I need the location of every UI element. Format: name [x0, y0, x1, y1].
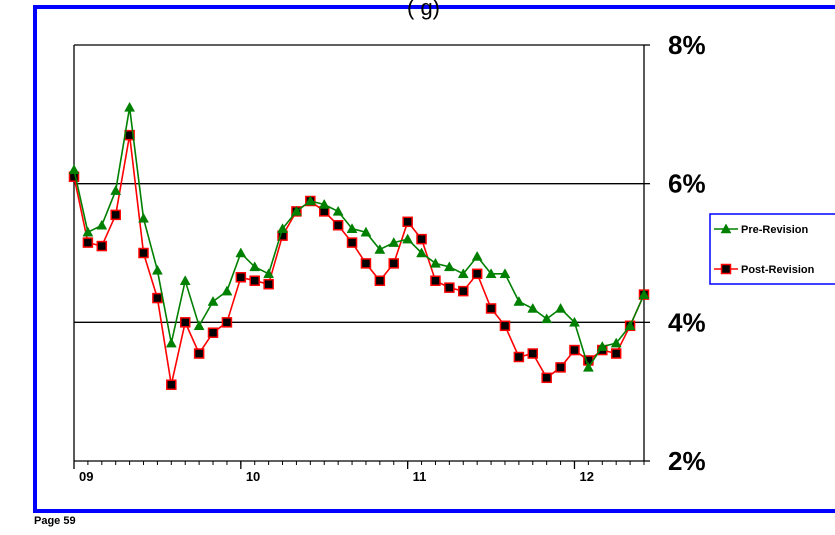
data-point	[499, 320, 511, 332]
legend: Pre-Revision Post-Revision	[709, 213, 835, 285]
data-point	[360, 258, 372, 269]
data-point	[430, 257, 441, 268]
data-point	[513, 351, 525, 363]
data-point	[513, 296, 525, 306]
data-point	[582, 361, 594, 372]
data-point	[207, 296, 219, 306]
y-tick-label: 4%	[668, 307, 706, 337]
axes: 2% 4% 6% 8% 09 10 11 12	[73, 30, 706, 484]
data-point	[346, 237, 358, 248]
data-point	[96, 240, 108, 252]
data-point	[96, 219, 108, 230]
data-point	[138, 212, 149, 223]
data-point	[235, 272, 247, 283]
data-point	[110, 209, 121, 221]
data-point	[555, 362, 566, 373]
chart-frame: ( g)	[33, 0, 835, 513]
data-point	[166, 379, 177, 390]
data-point	[569, 316, 580, 327]
data-point	[193, 348, 205, 359]
data-point	[124, 101, 136, 112]
data-point	[346, 223, 358, 233]
data-point	[471, 268, 483, 280]
data-point	[596, 341, 608, 351]
data-point	[235, 247, 247, 258]
data-point	[138, 247, 149, 259]
y-tick-label: 8%	[668, 30, 706, 60]
data-point	[402, 216, 413, 228]
series-post-revision	[68, 129, 650, 390]
data-point	[610, 348, 622, 359]
data-point	[430, 275, 441, 286]
data-point	[485, 303, 497, 314]
data-point	[444, 282, 455, 293]
data-point	[179, 275, 191, 285]
data-point	[541, 372, 552, 384]
data-point	[291, 205, 302, 216]
legend-entry: Post-Revision	[741, 264, 815, 276]
data-point	[527, 302, 539, 313]
y-tick-label: 6%	[668, 169, 706, 199]
legend-swatch-marker	[720, 223, 732, 234]
data-point	[402, 233, 414, 244]
data-point	[457, 268, 469, 279]
chart-title-fragment: ( g)	[407, 0, 440, 20]
data-point	[527, 348, 539, 359]
data-point	[332, 220, 344, 231]
data-point	[374, 275, 386, 286]
data-point	[221, 317, 233, 328]
data-point	[221, 285, 233, 296]
data-point	[277, 223, 288, 233]
data-point	[82, 237, 94, 248]
data-point	[304, 195, 316, 206]
data-point	[555, 302, 567, 313]
series-line	[73, 107, 645, 370]
data-point	[443, 261, 455, 272]
data-point	[193, 320, 205, 331]
data-point	[624, 320, 636, 331]
data-point	[360, 226, 372, 237]
data-point	[179, 317, 191, 328]
data-point	[207, 327, 219, 338]
data-point	[416, 233, 427, 245]
data-point	[499, 268, 511, 279]
data-point	[541, 313, 553, 324]
legend-box	[709, 213, 835, 285]
data-point	[263, 278, 274, 290]
data-point	[68, 164, 80, 175]
data-point	[471, 250, 483, 261]
data-point	[249, 261, 261, 272]
series-layer	[68, 101, 650, 390]
data-point	[388, 258, 400, 269]
data-point	[485, 268, 497, 279]
data-point	[110, 185, 122, 195]
series-pre-revision	[68, 101, 650, 372]
series-line	[73, 134, 645, 385]
data-point	[152, 292, 163, 304]
y-tick-label: 2%	[668, 446, 706, 476]
data-point	[458, 285, 469, 297]
data-point	[263, 268, 275, 279]
data-point	[165, 337, 177, 348]
page-number: Page 59	[34, 515, 76, 527]
data-point	[82, 226, 94, 237]
data-point	[249, 275, 260, 286]
x-tick-label: 11	[413, 469, 427, 484]
data-point	[638, 289, 650, 299]
legend-swatch-marker	[720, 263, 732, 275]
data-point	[569, 344, 580, 356]
legend-entry: Pre-Revision	[741, 224, 809, 236]
data-point	[416, 247, 427, 258]
data-point	[388, 237, 400, 247]
x-tick-label: 10	[246, 469, 260, 484]
data-point	[374, 244, 386, 254]
x-tick-label: 12	[579, 469, 593, 484]
data-point	[151, 264, 163, 275]
data-point	[610, 337, 622, 348]
x-tick-label: 09	[79, 469, 93, 484]
data-point	[318, 198, 330, 209]
data-point	[332, 205, 344, 216]
